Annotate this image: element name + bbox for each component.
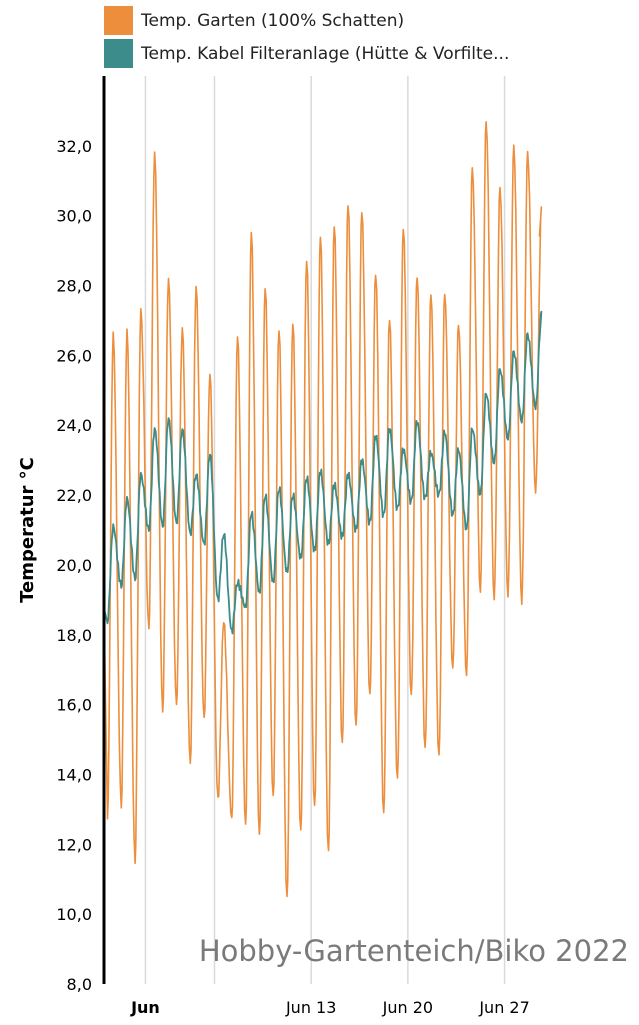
y-tick-label: 12,0 [56,835,92,854]
y-axis-label: Temperatur °C [17,457,38,603]
chart-legend: Temp. Garten (100% Schatten) Temp. Kabel… [104,4,509,70]
y-tick-label: 26,0 [56,346,92,365]
y-tick-labels: 8,0 10,0 12,0 14,0 16,0 18,0 20,0 22,0 24,0 26,0 2… [56,137,92,994]
legend-label-kabel: Temp. Kabel Filteranlage (Hütte & Vorfil… [141,43,510,64]
x-tick-labels: Jun Jun 13 Jun 20 Jun 27 [130,998,530,1017]
series-line-garten [103,121,543,898]
y-tick-label: 10,0 [56,905,92,924]
series-line-kabel [103,310,543,635]
y-tick-label: 30,0 [56,207,92,226]
watermark-text: Hobby-Gartenteich/Biko 2022 [198,934,629,968]
x-tick-label: Jun 20 [382,998,433,1017]
legend-swatch-garten [104,6,133,35]
y-tick-label: 20,0 [56,556,92,575]
legend-swatch-kabel [104,39,133,68]
y-tick-label: 18,0 [56,626,92,645]
legend-item-kabel[interactable]: Temp. Kabel Filteranlage (Hütte & Vorfil… [104,37,509,70]
x-tick-label: Jun [130,998,160,1017]
y-tick-label: 24,0 [56,416,92,435]
y-tick-label: 8,0 [67,975,92,994]
y-tick-label: 28,0 [56,277,92,296]
x-tick-label: Jun 13 [285,998,336,1017]
y-tick-label: 22,0 [56,486,92,505]
legend-label-garten: Temp. Garten (100% Schatten) [141,10,405,31]
series-lines [103,121,543,898]
x-tick-label: Jun 27 [478,998,529,1017]
y-tick-label: 16,0 [56,696,92,715]
y-tick-label: 32,0 [56,137,92,156]
legend-item-garten[interactable]: Temp. Garten (100% Schatten) [104,4,509,37]
y-tick-label: 14,0 [56,765,92,784]
